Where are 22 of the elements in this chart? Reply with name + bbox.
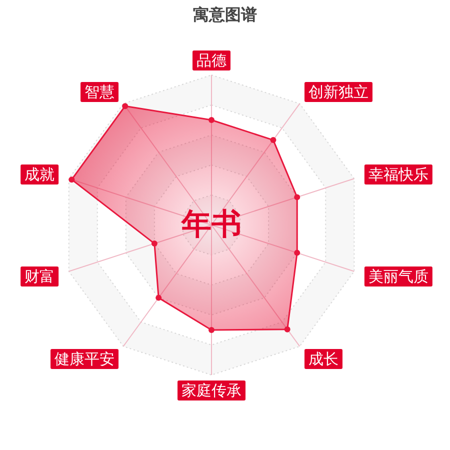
axis-label: 成长 [304,349,342,369]
annotation: 年书 [182,207,242,242]
axis-label: 家庭传承 [178,380,246,400]
axis-label: 幸福快乐 [364,164,432,184]
axis-label: 品德 [192,50,230,70]
axis-label: 创新独立 [304,82,372,102]
spoke-label: 健康平安 [54,350,115,368]
axis-label: 美丽气质 [364,266,432,286]
spoke-label: 成长 [308,350,338,368]
spoke-label: 美丽气质 [368,267,428,286]
axis-label: 健康平安 [50,349,119,369]
axis-label: 成就 [20,164,59,184]
title: 寓意图谱 [193,5,257,24]
spoke-label: 家庭传承 [182,382,242,400]
spoke-label: 创新独立 [308,83,368,102]
spoke-label: 品德 [196,52,226,70]
spoke-label: 幸福快乐 [368,166,428,184]
axis-label: 财富 [20,266,59,286]
axis-label: 智慧 [80,82,119,102]
spoke-label: 财富 [24,267,55,286]
spoke-label: 智慧 [84,83,115,102]
spoke-label: 成就 [24,166,55,184]
